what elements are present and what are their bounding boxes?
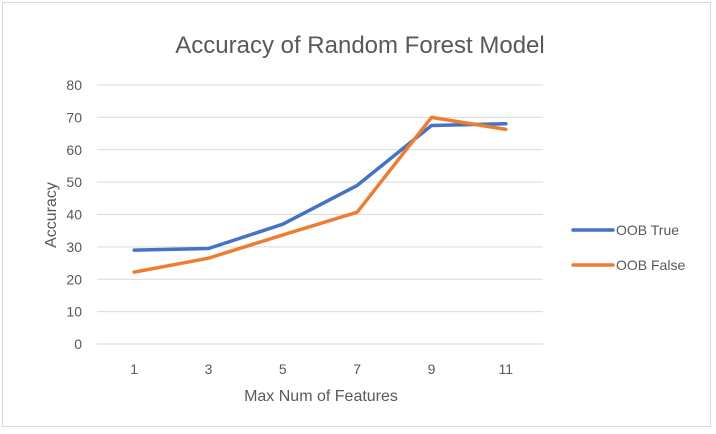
y-tick-label: 40: [66, 207, 82, 223]
y-tick-label: 50: [66, 174, 82, 190]
y-tick-label: 0: [74, 336, 82, 352]
x-axis-ticks: 1 3 5 7 9 11: [130, 361, 513, 377]
y-axis-label: Accuracy: [43, 182, 60, 248]
y-tick-label: 20: [66, 271, 82, 287]
x-tick-label: 9: [428, 361, 436, 377]
x-axis-label: Max Num of Features: [244, 388, 398, 405]
x-tick-label: 7: [353, 361, 361, 377]
series-line-oob-true: [132, 122, 508, 252]
x-tick-label: 5: [279, 361, 287, 377]
series-lines: [132, 115, 508, 274]
legend-label: OOB False: [616, 257, 685, 273]
y-tick-label: 30: [66, 239, 82, 255]
legend-label: OOB True: [616, 222, 679, 238]
legend: OOB True OOB False: [571, 222, 685, 273]
line-chart: Accuracy of Random Forest Model 0 10 20 30 4…: [43, 32, 685, 405]
y-tick-label: 10: [66, 304, 82, 320]
chart-title: Accuracy of Random Forest Model: [175, 32, 544, 59]
y-tick-label: 60: [66, 142, 82, 158]
x-tick-label: 3: [205, 361, 213, 377]
gridlines: [97, 84, 543, 345]
series-line-oob-false: [132, 115, 508, 274]
x-tick-label: 1: [130, 361, 138, 377]
y-tick-label: 70: [66, 109, 82, 125]
chart-frame: Accuracy of Random Forest Model 0 10 20 30 4…: [2, 2, 711, 427]
y-axis-ticks: 0 10 20 30 40 50 60 70 80: [66, 77, 82, 352]
y-tick-label: 80: [66, 77, 82, 93]
x-tick-label: 11: [499, 361, 514, 377]
